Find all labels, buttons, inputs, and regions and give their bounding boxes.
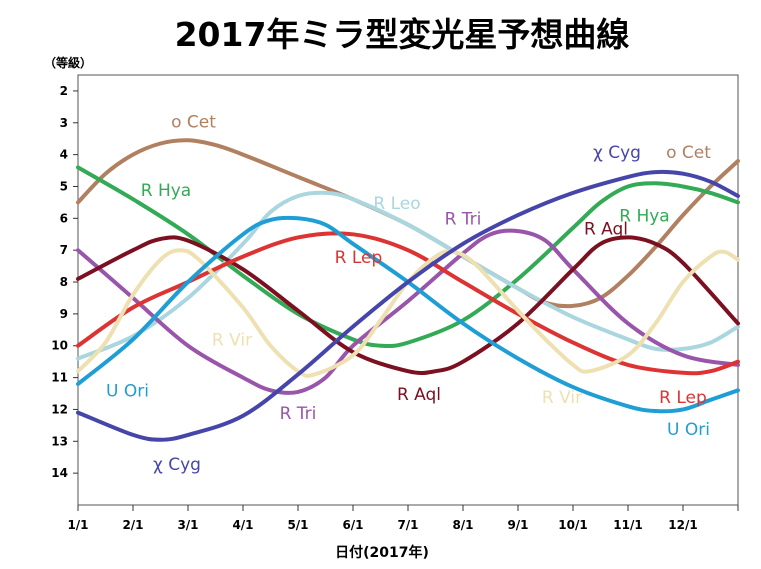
series-label-raql: R Aql [397,385,441,405]
y-tick-label: 11 [51,371,68,385]
y-tick-label: 4 [60,148,68,162]
series-label-uori: U Ori [667,420,710,440]
x-tick-label: 10/1 [558,518,587,532]
chart-title: 2017年ミラ型変光星予想曲線 [175,15,630,54]
series-label-rlep: R Lep [659,388,707,408]
y-tick-label: 13 [51,434,68,448]
x-tick-label: 3/1 [177,518,198,532]
series-label-ocet: o Cet [666,143,711,163]
series-label-rvir: R Vir [212,331,252,351]
x-tick-label: 6/1 [342,518,363,532]
y-tick-label: 7 [60,243,68,257]
series-label-cyg: χ Cyg [593,143,641,163]
series-line-rvir [76,248,740,378]
series-line-uori [76,215,740,414]
y-tick-label: 12 [51,402,68,416]
series-label-rtri: R Tri [280,404,317,424]
series-label-rhya: R Hya [619,207,669,227]
y-tick-label: 3 [60,116,68,130]
series-lines [76,138,740,442]
x-tick-label: 4/1 [232,518,253,532]
series-line-cyg [76,169,740,442]
series-line-rtri [76,228,740,395]
series-label-ocet: o Cet [171,113,216,133]
series-label-raql: R Aql [584,219,628,239]
series-label-cyg: χ Cyg [153,455,201,475]
series-label-rtri: R Tri [445,210,482,230]
y-tick-label: 6 [60,211,68,225]
x-tick-label: 8/1 [452,518,473,532]
y-tick-label: 10 [51,339,68,353]
y-axis-label: （等級） [44,55,92,70]
series-label-uori: U Ori [106,382,149,402]
series-line-rhya [76,165,740,349]
x-tick-label: 1/1 [67,518,88,532]
series-label-rhya: R Hya [141,181,191,201]
x-tick-label: 12/1 [668,518,697,532]
y-tick-label: 2 [60,84,68,98]
y-tick-label: 14 [51,466,68,480]
y-tick-label: 5 [60,179,68,193]
series-label-rvir: R Vir [542,388,582,408]
x-ticks: 1/1 2/1 3/1 4/1 5/1 6/1 7/1 8/1 9/1 10/1 11/1 12/1 [67,505,739,532]
series-line-raql [76,235,740,376]
x-tick-label: 2/1 [122,518,143,532]
series-labels: o Cet o Cet R Hya R Hya R Leo R Tri R Tri R Aql… [106,113,711,475]
y-tick-label: 9 [60,307,68,321]
y-ticks: 2 3 4 5 6 7 8 9 10 11 12 13 14 [51,84,78,480]
series-label-rlep: R Lep [335,248,383,268]
y-tick-label: 8 [60,275,68,289]
x-axis-label: 日付(2017年) [335,544,429,561]
x-tick-label: 7/1 [397,518,418,532]
x-tick-label: 11/1 [613,518,642,532]
x-tick-label: 5/1 [287,518,308,532]
series-label-rleo: R Leo [373,194,420,214]
x-tick-label: 9/1 [507,518,528,532]
